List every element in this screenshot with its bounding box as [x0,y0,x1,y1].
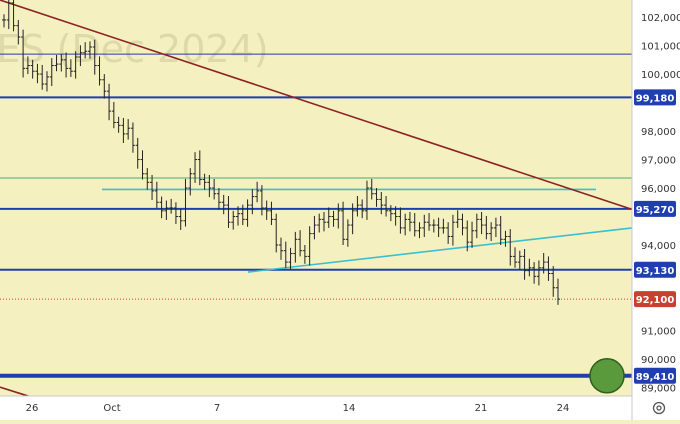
y-tick-label: 91,000 [641,326,676,337]
candles [2,0,560,305]
x-tick-label: 24 [557,403,570,414]
x-tick-label: Oct [103,403,120,414]
x-tick-label: 14 [343,403,356,414]
settings-icon[interactable] [652,401,666,415]
price-label: 89,410 [636,372,675,383]
y-tick-label: 101,000 [641,42,680,53]
x-tick-label: 7 [214,403,220,414]
annotations [589,358,625,394]
x-tick-labels: 26 Oct 7 14 21 24 [26,403,570,414]
y-tick-label: 100,000 [641,70,680,81]
price-label: 93,130 [636,266,675,277]
price-label: 92,100 [636,295,675,306]
y-tick-label: 97,000 [641,156,676,167]
time-axis [0,396,632,420]
x-tick-label: 21 [475,403,488,414]
price-label: 95,270 [636,205,675,216]
cyan-trend-line [247,227,633,273]
target-circle [589,358,625,394]
plot-background [0,0,632,396]
y-tick-label: 102,000 [641,13,680,24]
price-label-background [634,291,676,308]
drawn-lines [0,0,633,403]
price-level-labels: 99,180 95,270 93,130 92,100 89,410 [634,89,676,384]
price-label-background [634,89,676,106]
brown-trend-line [0,0,633,211]
watermark-text: RES (Dec 2024) [0,27,269,71]
y-tick-label: 90,000 [641,355,676,366]
price-label-background [634,367,676,384]
y-tick-labels: 102,000 101,000 100,000 98,000 97,000 96,000 9… [641,13,680,394]
y-tick-label: 96,000 [641,184,676,195]
price-label: 99,180 [636,93,675,104]
price-label-background [634,200,676,217]
y-tick-label: 98,000 [641,127,676,138]
y-tick-label: 89,000 [641,383,676,394]
x-tick-label: 26 [26,403,39,414]
price-label-background [634,261,676,278]
y-tick-label: 94,000 [641,241,676,252]
